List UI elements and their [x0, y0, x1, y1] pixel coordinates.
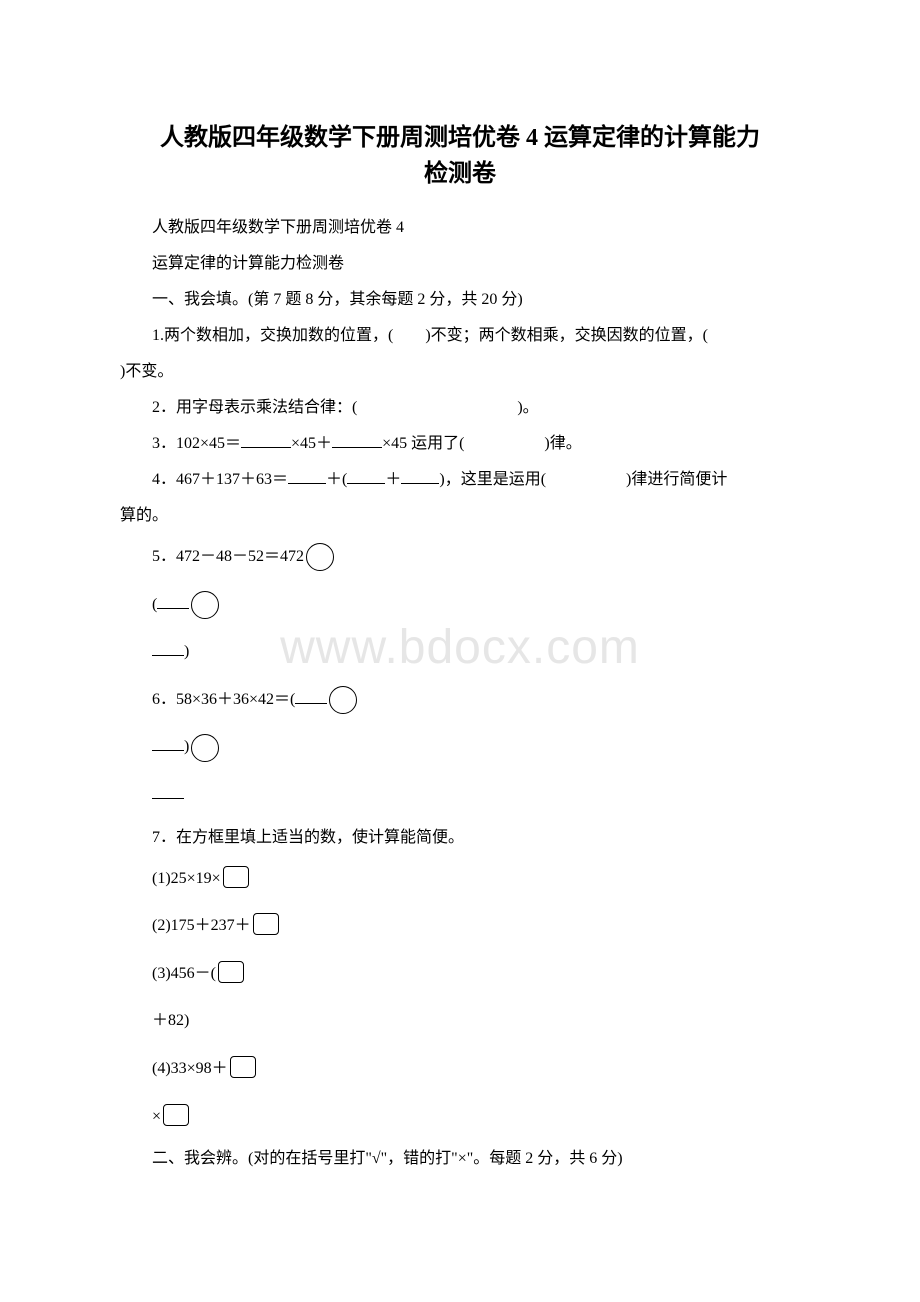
q7-3-text-b: ＋82) [152, 1012, 189, 1029]
question-4-line-1: 4．467＋137＋63＝ ＋( ＋ )，这里是运用( )律进行简便计 [120, 464, 800, 496]
q4-text-a: 4．467＋137＋63＝ [152, 471, 288, 488]
question-4-line-2: 算的。 [120, 500, 800, 532]
box-blank [163, 1104, 189, 1126]
title-line-2: 检测卷 [424, 161, 496, 187]
q5-text-c: ) [184, 643, 189, 660]
blank-underline [332, 432, 382, 448]
blank-underline [401, 468, 439, 484]
blank-underline [152, 735, 184, 751]
title-line-1: 人教版四年级数学下册周测培优卷 4 运算定律的计算能力 [160, 125, 760, 151]
q4-text-b: ＋( [326, 471, 347, 488]
question-5: 5．472－48－52＝472 ( ) [120, 536, 800, 673]
question-3: 3．102×45＝ ×45＋ ×45 运用了( )律。 [120, 428, 800, 460]
q3-text-c: ×45 运用了( )律。 [382, 435, 582, 452]
q7-4-text-b: × [152, 1108, 161, 1125]
question-6: 6．58×36＋36×42＝( ) [120, 679, 800, 816]
question-1-line-1: 1.两个数相加，交换加数的位置，( )不变；两个数相乘，交换因数的位置，( [120, 320, 800, 352]
section-1-heading: 一、我会填。(第 7 题 8 分，其余每题 2 分，共 20 分) [120, 284, 800, 316]
box-blank [218, 961, 244, 983]
box-blank [230, 1056, 256, 1078]
circle-blank [329, 686, 357, 714]
q7-2-text: (2)175＋237＋ [152, 917, 251, 934]
blank-underline [241, 432, 291, 448]
blank-underline [152, 783, 184, 799]
q4-text-d: )，这里是运用( )律进行简便计 [439, 471, 727, 488]
document-content: 人教版四年级数学下册周测培优卷 4 运算定律的计算能力 检测卷 人教版四年级数学… [120, 120, 800, 1175]
blank-underline [152, 640, 184, 656]
q7-3-text-a: (3)456－( [152, 965, 216, 982]
circle-blank [306, 543, 334, 571]
question-7-heading: 7．在方框里填上适当的数，使计算能简便。 [120, 822, 800, 854]
blank-underline [157, 593, 189, 609]
q6-text-a: 6．58×36＋36×42＝( [152, 691, 295, 708]
question-1-line-2: )不变。 [120, 356, 800, 388]
blank-underline [295, 688, 327, 704]
circle-blank [191, 734, 219, 762]
q7-4-text-a: (4)33×98＋ [152, 1060, 228, 1077]
q3-text-b: ×45＋ [291, 435, 332, 452]
q3-text-a: 3．102×45＝ [152, 435, 241, 452]
blank-underline [347, 468, 385, 484]
circle-blank [191, 591, 219, 619]
q6-text-b: ) [184, 738, 189, 755]
section-2-heading: 二、我会辨。(对的在括号里打"√"，错的打"×"。每题 2 分，共 6 分) [120, 1143, 800, 1175]
q7-1-text: (1)25×19× [152, 870, 221, 887]
question-7-items: (1)25×19× (2)175＋237＋ (3)456－( ＋82) (4)3… [120, 858, 800, 1138]
blank-underline [288, 468, 326, 484]
question-2: 2．用字母表示乘法结合律：( )。 [120, 392, 800, 424]
box-blank [223, 866, 249, 888]
subtitle-line-1: 人教版四年级数学下册周测培优卷 4 [120, 212, 800, 244]
subtitle-line-2: 运算定律的计算能力检测卷 [120, 248, 800, 280]
box-blank [253, 913, 279, 935]
q4-text-c: ＋ [385, 471, 401, 488]
document-title: 人教版四年级数学下册周测培优卷 4 运算定律的计算能力 检测卷 [120, 120, 800, 192]
q5-text-a: 5．472－48－52＝472 [152, 548, 304, 565]
